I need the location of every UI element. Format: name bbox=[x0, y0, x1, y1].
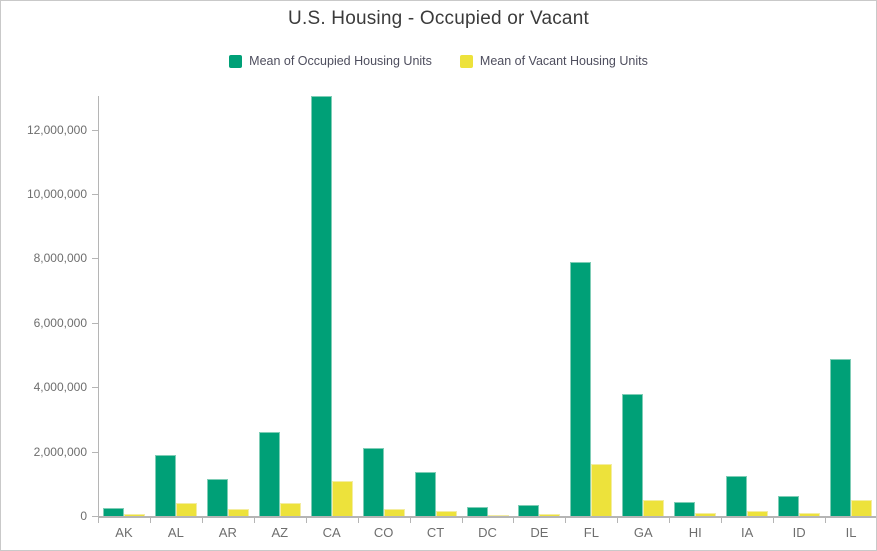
x-axis-label-GA: GA bbox=[633, 525, 653, 540]
x-axis-label-CT: CT bbox=[426, 525, 445, 540]
bar-occupied-AL[interactable] bbox=[154, 455, 176, 516]
bar-vacant-CA[interactable] bbox=[331, 480, 353, 516]
bar-vacant-AZ[interactable] bbox=[279, 503, 301, 516]
bar-occupied-AZ[interactable] bbox=[258, 432, 280, 516]
x-axis-tick bbox=[617, 516, 619, 523]
x-axis-tick bbox=[149, 516, 151, 523]
x-axis-line bbox=[98, 516, 876, 518]
chart-title: U.S. Housing - Occupied or Vacant bbox=[288, 8, 589, 29]
x-axis-tick bbox=[357, 516, 359, 523]
x-axis-tick bbox=[409, 516, 411, 523]
bar-vacant-ID[interactable] bbox=[799, 513, 821, 516]
y-axis-tick-label: 10,000,000 bbox=[26, 187, 87, 202]
y-axis-tick-label: 2,000,000 bbox=[33, 444, 87, 459]
y-axis-tick bbox=[92, 258, 98, 260]
y-axis-tick bbox=[92, 451, 98, 453]
legend-item-occupied[interactable]: Mean of Occupied Housing Units bbox=[229, 54, 432, 68]
y-axis-tick-label: 8,000,000 bbox=[33, 251, 87, 266]
x-axis-label-HI: HI bbox=[688, 525, 702, 540]
bar-vacant-IA[interactable] bbox=[747, 510, 769, 516]
x-axis-tick bbox=[461, 516, 463, 523]
y-axis-tick bbox=[92, 322, 98, 324]
x-axis-label-ID: ID bbox=[792, 525, 806, 540]
bar-vacant-FL[interactable] bbox=[591, 463, 613, 516]
bar-occupied-FL[interactable] bbox=[570, 261, 592, 516]
bar-occupied-CT[interactable] bbox=[414, 471, 436, 516]
bar-vacant-CO[interactable] bbox=[383, 508, 405, 516]
x-axis-tick bbox=[773, 516, 775, 523]
x-axis-label-AZ: AZ bbox=[271, 525, 289, 540]
x-axis-tick bbox=[253, 516, 255, 523]
bar-vacant-CT[interactable] bbox=[435, 510, 457, 516]
bar-occupied-GA[interactable] bbox=[622, 393, 644, 516]
x-axis-label-FL: FL bbox=[583, 525, 599, 540]
bar-occupied-DC[interactable] bbox=[466, 507, 488, 516]
bar-occupied-DE[interactable] bbox=[518, 505, 540, 516]
bar-vacant-GA[interactable] bbox=[643, 500, 665, 516]
y-axis-tick-label: 6,000,000 bbox=[33, 315, 87, 330]
y-axis-tick-label: 4,000,000 bbox=[33, 380, 87, 395]
legend-label-vacant: Mean of Vacant Housing Units bbox=[479, 54, 648, 68]
y-axis-line bbox=[98, 96, 99, 516]
x-axis-tick bbox=[513, 516, 515, 523]
legend-label-occupied: Mean of Occupied Housing Units bbox=[249, 54, 432, 68]
x-axis-tick bbox=[825, 516, 827, 523]
legend: Mean of Occupied Housing Units Mean of V… bbox=[1, 54, 876, 68]
x-axis-label-CO: CO bbox=[373, 525, 394, 540]
x-axis-label-IL: IL bbox=[845, 525, 857, 540]
bar-occupied-AR[interactable] bbox=[206, 478, 228, 516]
bar-occupied-IA[interactable] bbox=[726, 475, 748, 516]
x-axis-label-DC: DC bbox=[478, 525, 497, 540]
bar-occupied-AK[interactable] bbox=[102, 507, 124, 516]
x-axis-label-IA: IA bbox=[741, 525, 754, 540]
bar-vacant-AK[interactable] bbox=[123, 514, 145, 516]
bar-occupied-IL[interactable] bbox=[830, 358, 852, 516]
vacant-swatch-icon bbox=[459, 54, 473, 68]
y-axis-tick bbox=[92, 516, 98, 517]
x-axis-tick bbox=[98, 516, 99, 523]
x-axis-tick bbox=[721, 516, 723, 523]
bar-occupied-CA[interactable] bbox=[310, 95, 332, 516]
bar-vacant-AR[interactable] bbox=[227, 508, 249, 516]
bar-occupied-CO[interactable] bbox=[362, 448, 384, 516]
x-axis-label-AK: AK bbox=[115, 525, 133, 540]
bar-vacant-HI[interactable] bbox=[695, 512, 717, 516]
y-axis-tick bbox=[92, 387, 98, 389]
bar-occupied-HI[interactable] bbox=[674, 501, 696, 516]
y-axis-tick bbox=[92, 194, 98, 196]
x-axis-tick bbox=[565, 516, 567, 523]
x-axis-label-AL: AL bbox=[167, 525, 184, 540]
bar-vacant-IL[interactable] bbox=[851, 500, 873, 516]
bar-vacant-DC[interactable] bbox=[487, 515, 509, 517]
bar-vacant-DE[interactable] bbox=[539, 514, 561, 516]
x-axis-label-CA: CA bbox=[322, 525, 341, 540]
y-axis-tick bbox=[92, 129, 98, 131]
x-axis-tick bbox=[669, 516, 671, 523]
x-axis-label-AR: AR bbox=[218, 525, 237, 540]
x-axis-tick bbox=[201, 516, 203, 523]
x-axis-tick bbox=[305, 516, 307, 523]
occupied-swatch-icon bbox=[229, 54, 243, 68]
bar-vacant-AL[interactable] bbox=[175, 503, 197, 516]
y-axis-tick-label: 12,000,000 bbox=[26, 122, 87, 137]
y-axis-tick-label: 0 bbox=[80, 509, 87, 523]
legend-item-vacant[interactable]: Mean of Vacant Housing Units bbox=[459, 54, 648, 68]
x-axis-label-DE: DE bbox=[530, 525, 549, 540]
bar-occupied-ID[interactable] bbox=[778, 496, 800, 516]
